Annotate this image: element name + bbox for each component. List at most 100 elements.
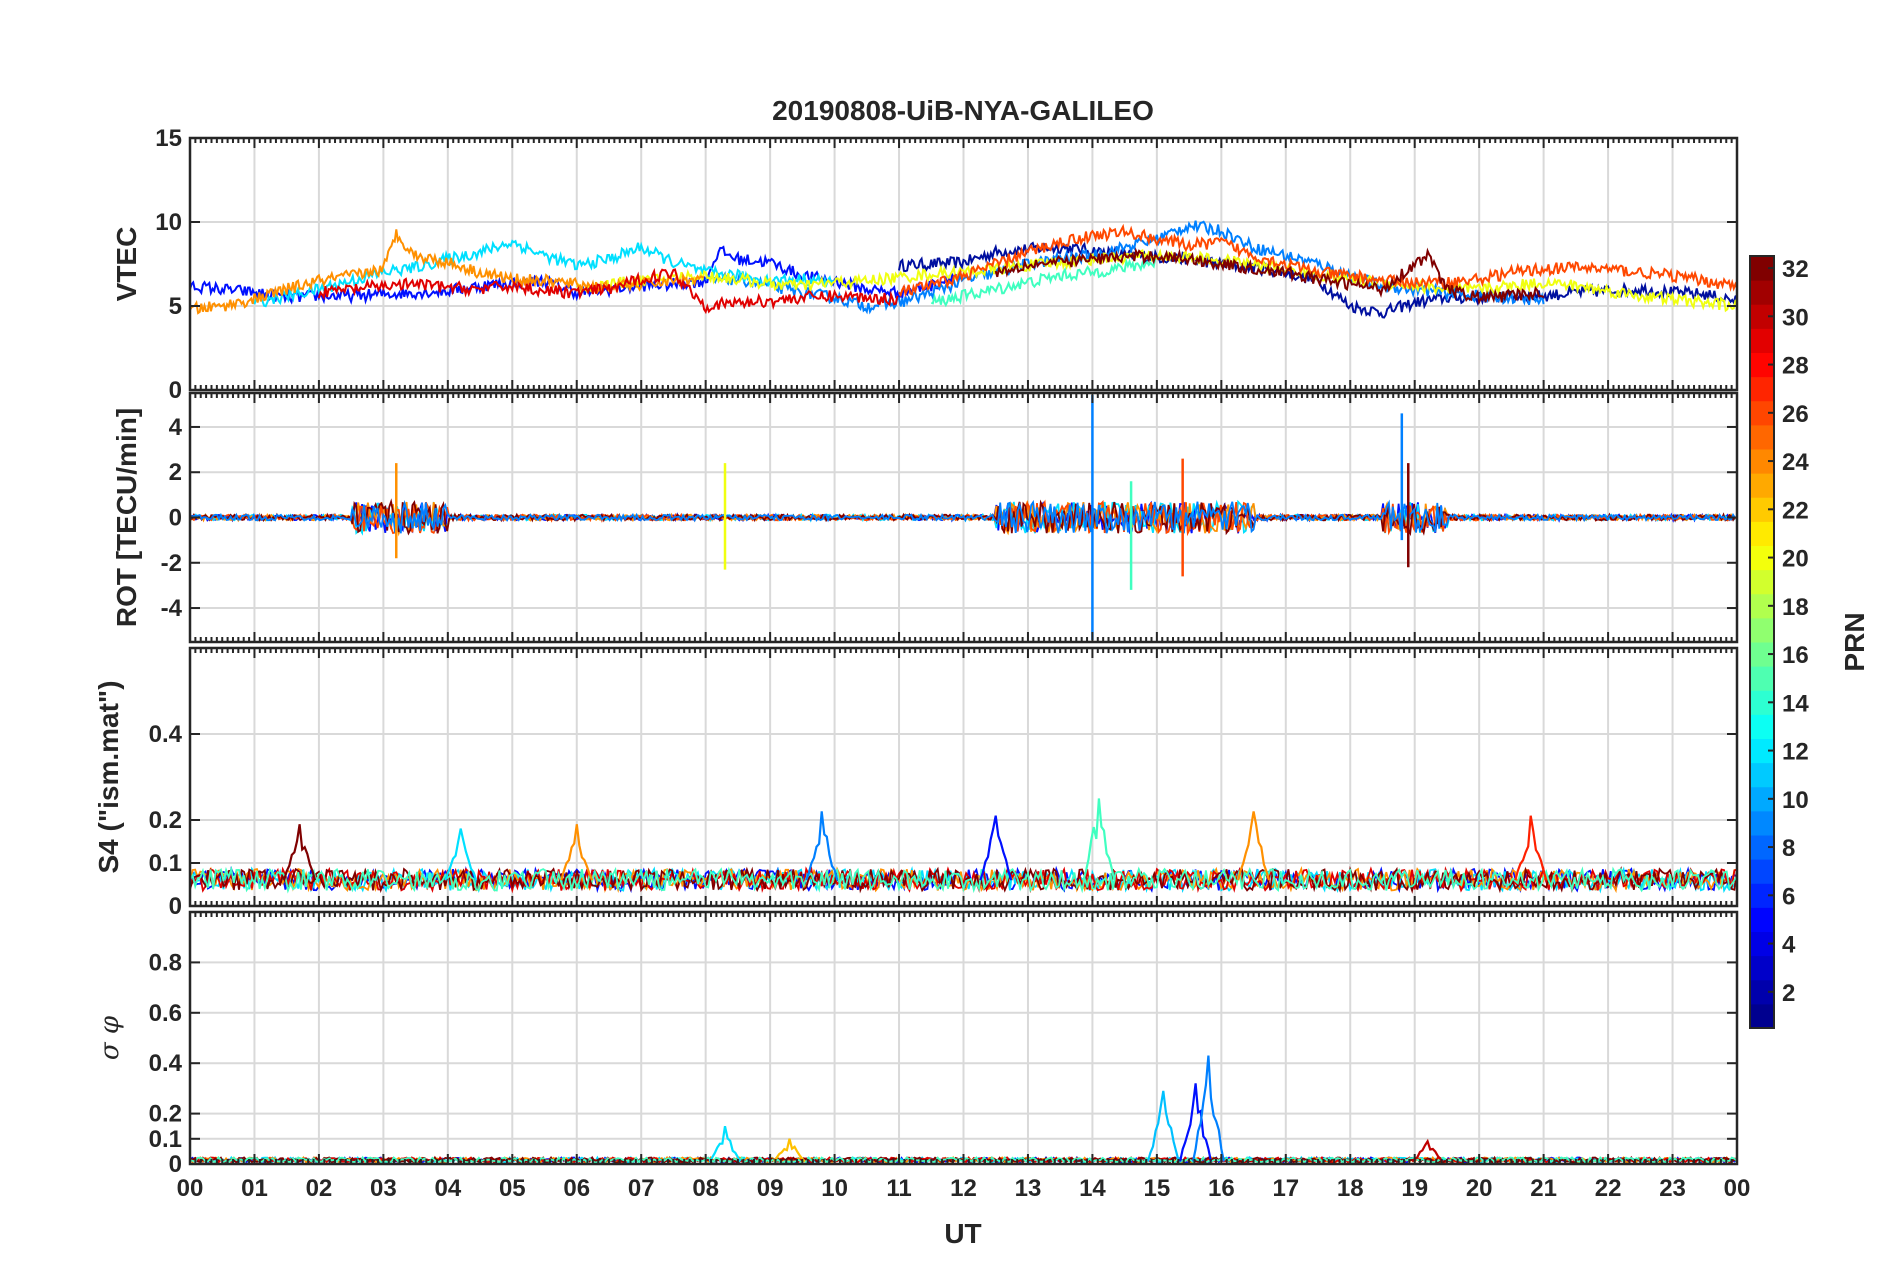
x-tick-label: 06	[563, 1175, 590, 1202]
colorbar-tick-label: 4	[1782, 932, 1796, 959]
colorbar-segment	[1750, 376, 1774, 402]
x-tick-label: 19	[1401, 1175, 1428, 1202]
vtec-series-line-prn-32	[994, 247, 1545, 306]
x-tick-label: 14	[1079, 1175, 1106, 1202]
vtec-series-line-prn-29	[317, 267, 899, 315]
x-axis-label: UT	[944, 1218, 981, 1249]
x-tick-label: 10	[821, 1175, 848, 1202]
y-tick-label: 0.2	[149, 1101, 182, 1128]
x-tick-label: 02	[306, 1175, 333, 1202]
y-tick-label: 15	[155, 125, 182, 152]
y-axis-label: VTEC	[111, 227, 142, 302]
x-tick-label: 03	[370, 1175, 397, 1202]
colorbar-tick-label: 16	[1782, 642, 1809, 669]
peak-line-prn-4	[1179, 1083, 1213, 1162]
y-tick-label: 0.4	[149, 1050, 183, 1077]
x-tick-label: 21	[1530, 1175, 1557, 1202]
panel-1: -4 -2 0 2 4 ROT [TECU/min]	[111, 391, 1739, 644]
panel-2-data	[190, 798, 1737, 894]
colorbar-segment	[1750, 473, 1774, 498]
x-tick-label: 08	[692, 1175, 719, 1202]
y-tick-label: 0	[169, 893, 182, 920]
peak-line-prn-15	[1082, 798, 1116, 881]
colorbar-tick-label: 18	[1782, 594, 1809, 621]
colorbar-tick-label: 32	[1782, 256, 1809, 283]
x-tick-label: 01	[241, 1175, 268, 1202]
x-tick-label: 09	[757, 1175, 784, 1202]
colorbar-segment	[1750, 424, 1774, 450]
x-tick-label: 00	[1724, 1175, 1751, 1202]
y-tick-label: 0.1	[149, 850, 182, 877]
colorbar-tick-label: 2	[1782, 980, 1795, 1007]
rot-noise-line	[190, 498, 1736, 537]
y-tick-label: 0.4	[149, 721, 183, 748]
vtec-series-line-prn-15	[931, 257, 1157, 308]
x-tick-label: 22	[1595, 1175, 1622, 1202]
rot-noise-line	[190, 499, 1736, 534]
colorbar-tick-label: 28	[1782, 353, 1809, 380]
vtec-series-line-prn-13	[253, 239, 834, 308]
x-tick-label: 13	[1015, 1175, 1042, 1202]
peak-line-prn-30	[1411, 1138, 1444, 1163]
x-tick-label: 15	[1144, 1175, 1171, 1202]
x-tick-label: 07	[628, 1175, 655, 1202]
x-tick-label: 11	[886, 1175, 911, 1202]
y-tick-label: 0.8	[149, 949, 182, 976]
peak-line-prn-22	[773, 1138, 806, 1163]
colorbar-segment	[1750, 666, 1774, 691]
y-tick-label: 2	[169, 459, 182, 486]
colorbar-tick-label: 14	[1782, 690, 1809, 717]
y-axis-label: S4 ("ism.mat")	[93, 680, 124, 873]
colorbar-segment	[1750, 521, 1774, 546]
y-tick-label: 5	[169, 293, 182, 320]
x-tick-label: 17	[1272, 1175, 1299, 1202]
colorbar-segment	[1750, 617, 1774, 643]
noise-line	[190, 866, 1737, 894]
colorbar-tick-label: 26	[1782, 401, 1809, 428]
y-tick-label: -2	[161, 550, 182, 577]
colorbar-segment	[1750, 859, 1774, 884]
colorbar-tick-label: 8	[1782, 835, 1795, 862]
x-tick-label: 18	[1337, 1175, 1364, 1202]
noise-line	[190, 865, 1737, 894]
panel-0-data	[190, 220, 1737, 319]
peak-line-prn-28	[1514, 815, 1548, 881]
y-tick-label: 0.6	[149, 1000, 182, 1027]
vtec-series-line-prn-26	[898, 223, 1737, 298]
vtec-series-line-prn-20	[576, 248, 1737, 313]
panel-0: 0 5 10 15 VTEC	[111, 125, 1739, 404]
y-tick-label: 4	[169, 414, 183, 441]
colorbar-tick-label: 12	[1782, 739, 1809, 766]
colorbar-segment	[1750, 714, 1774, 739]
x-tick-label: 05	[499, 1175, 526, 1202]
y-tick-label: 0	[169, 505, 182, 532]
y-axis-label: σ φ	[95, 1015, 125, 1060]
peak-line-prn-11	[1146, 1090, 1180, 1162]
colorbar-segment	[1750, 328, 1774, 353]
colorbar-tick-label: 22	[1782, 497, 1809, 524]
peak-line-prn-9	[1191, 1055, 1225, 1162]
colorbar-segment	[1750, 810, 1774, 836]
y-tick-label: 0.1	[149, 1126, 182, 1153]
panel-3: 00.10.2 0.4 0.6 0.8 σ φ	[95, 910, 1739, 1178]
colorbar-segment	[1750, 762, 1774, 788]
y-axis-label: ROT [TECU/min]	[111, 408, 142, 627]
x-tick-label: 20	[1466, 1175, 1493, 1202]
x-tick-label: 16	[1208, 1175, 1235, 1202]
chart-title: 20190808-UiB-NYA-GALILEO	[772, 95, 1154, 126]
colorbar-tick-label: 24	[1782, 449, 1809, 476]
vtec-series-line-prn-24	[190, 229, 705, 315]
colorbar-tick-label: 30	[1782, 304, 1809, 331]
peak-line-prn-13	[444, 828, 478, 881]
colorbar-segment	[1750, 569, 1774, 595]
y-tick-label: -4	[161, 595, 183, 622]
colorbar-tick-label: 6	[1782, 883, 1795, 910]
x-tick-label: 23	[1659, 1175, 1686, 1202]
peak-line-prn-9	[805, 811, 839, 881]
x-tick-label: 12	[950, 1175, 977, 1202]
peak-line-prn-24	[560, 824, 594, 881]
colorbar-label: PRN	[1839, 612, 1870, 671]
